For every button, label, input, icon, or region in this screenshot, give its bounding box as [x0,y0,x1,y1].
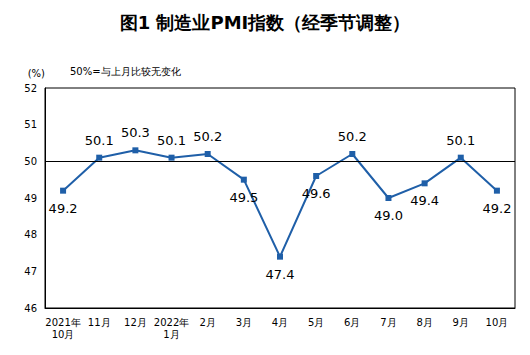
svg-text:2022年: 2022年 [154,317,189,328]
svg-text:10月: 10月 [52,329,75,340]
svg-text:12月: 12月 [124,317,147,328]
svg-text:49: 49 [24,193,37,204]
svg-text:49.6: 49.6 [302,186,331,201]
svg-text:3月: 3月 [236,317,252,328]
svg-text:47.4: 47.4 [266,267,295,282]
svg-text:6月: 6月 [344,317,360,328]
svg-text:5月: 5月 [308,317,324,328]
svg-text:46: 46 [24,303,37,314]
svg-text:7月: 7月 [380,317,396,328]
svg-text:50%=与上月比较无变化: 50%=与上月比较无变化 [70,66,181,77]
svg-text:49.2: 49.2 [482,201,511,216]
svg-text:2月: 2月 [200,317,216,328]
svg-text:50.1: 50.1 [85,133,114,148]
svg-text:1月: 1月 [163,329,179,340]
svg-text:10月: 10月 [486,317,509,328]
svg-text:9月: 9月 [453,317,469,328]
svg-text:50.2: 50.2 [193,129,222,144]
svg-text:50.1: 50.1 [446,133,475,148]
svg-text:49.5: 49.5 [229,190,258,205]
svg-text:4月: 4月 [272,317,288,328]
svg-text:49.2: 49.2 [49,201,78,216]
svg-text:2021年: 2021年 [45,317,80,328]
svg-text:50.1: 50.1 [157,133,186,148]
svg-text:8月: 8月 [416,317,432,328]
svg-text:50.3: 50.3 [121,125,150,140]
svg-text:52: 52 [24,83,37,94]
svg-text:11月: 11月 [88,317,111,328]
svg-text:49.0: 49.0 [374,208,403,223]
svg-text:49.4: 49.4 [410,193,439,208]
svg-text:图1 制造业PMI指数（经季节调整）: 图1 制造业PMI指数（经季节调整） [120,12,411,33]
svg-text:47: 47 [24,266,37,277]
svg-text:51: 51 [24,119,37,130]
svg-text:48: 48 [24,229,37,240]
svg-text:50.2: 50.2 [338,129,367,144]
svg-text:50: 50 [24,156,37,167]
svg-text:(%): (%) [28,68,45,79]
